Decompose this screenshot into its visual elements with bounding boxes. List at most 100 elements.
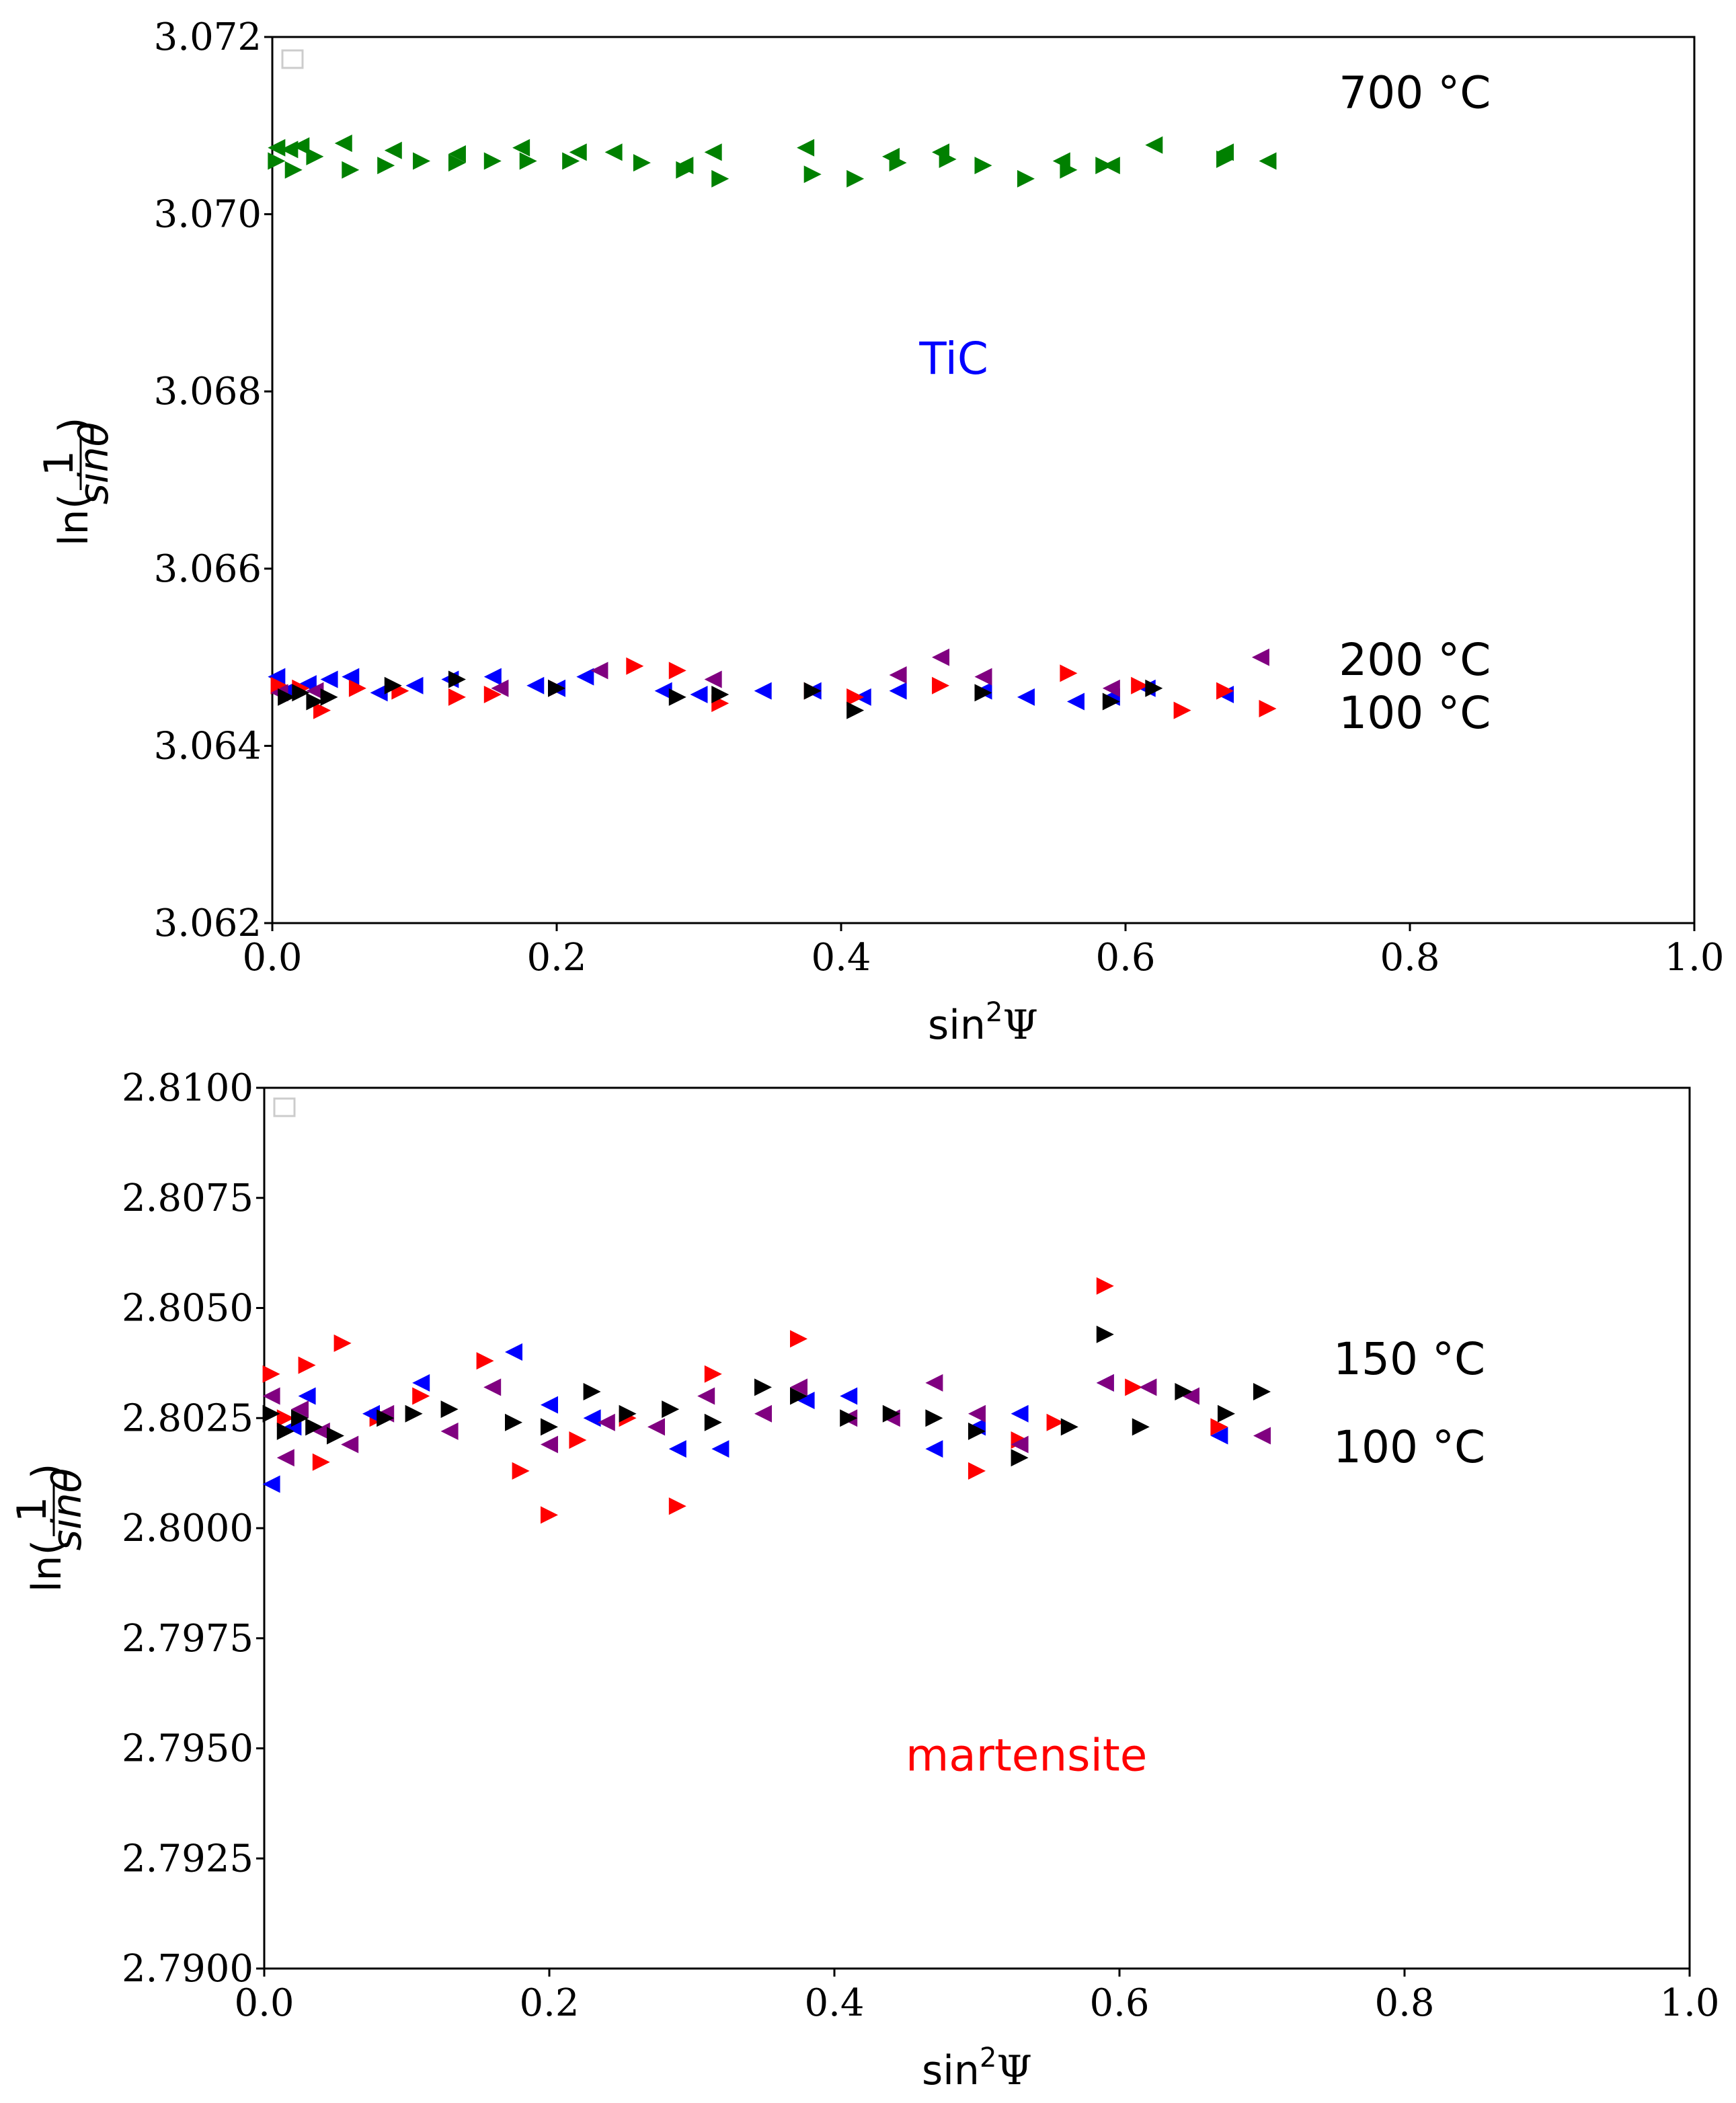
- tic-point-s1-13: [803, 165, 822, 184]
- martensite-point-s0-6: [412, 1387, 430, 1405]
- svg-text:ln(: ln(: [50, 493, 97, 546]
- tic-point-s0-7: [569, 143, 587, 161]
- tic-point-s3-14: [1060, 664, 1078, 682]
- martensite-point-s3-24: [1175, 1382, 1193, 1400]
- tic-point-s0-18: [1259, 152, 1277, 170]
- martensite-point-s3-21: [1060, 1418, 1078, 1436]
- tic-point-s1-18: [1017, 169, 1035, 188]
- martensite-point-s0-8: [512, 1462, 530, 1480]
- martensite-point-s0-15: [968, 1462, 986, 1480]
- tic-point-s2-3: [320, 670, 338, 688]
- martensite-point-s0-12: [668, 1497, 686, 1515]
- martensite-annotation-0: 150 °C: [1333, 1333, 1485, 1385]
- martensite-point-s3-9: [541, 1418, 558, 1436]
- tic-point-s1-20: [1095, 157, 1113, 175]
- tic-point-s3-12: [846, 688, 865, 706]
- martensite-point-s0-9: [541, 1506, 558, 1524]
- tic-point-s1-1: [284, 161, 303, 179]
- martensite-point-s3-3: [305, 1418, 323, 1436]
- martensite-point-s3-12: [662, 1400, 680, 1419]
- tic-point-s1-3: [342, 161, 360, 179]
- martensite-point-s1-12: [925, 1440, 943, 1458]
- tic-point-s5-8: [711, 685, 729, 703]
- tic-point-s1-9: [562, 152, 580, 170]
- tic-point-s2-13: [690, 685, 708, 703]
- martensite-point-s3-11: [619, 1404, 637, 1423]
- martensite-point-s3-1: [276, 1422, 294, 1440]
- martensite-plot-frame: [263, 1086, 1691, 1970]
- tic-point-s1-12: [711, 169, 729, 188]
- tic-x-tick-label-2: 0.4: [811, 936, 871, 980]
- tic-point-s3-9: [668, 662, 686, 680]
- svg-text:1: 1: [9, 1497, 56, 1522]
- tic-annotation-2: 200 °C: [1339, 634, 1491, 686]
- martensite-x-tick-label-0: 0.0: [234, 1981, 294, 2025]
- tic-point-s2-20: [1066, 692, 1084, 711]
- martensite-x-tick-label-1: 0.2: [519, 1981, 579, 2025]
- martensite-x-tick-label-3: 0.6: [1089, 1981, 1149, 2025]
- martensite-point-s3-14: [754, 1378, 772, 1396]
- martensite-point-s1-7: [583, 1409, 601, 1427]
- tic-point-s5-9: [803, 682, 822, 700]
- martensite-y-tick-label-6: 2.8050: [122, 1287, 253, 1331]
- tic-y-tick-label-2: 3.066: [154, 547, 262, 591]
- martensite-point-s1-3: [362, 1404, 380, 1423]
- tic-point-s5-3: [320, 688, 338, 706]
- martensite-point-s2-17: [968, 1404, 986, 1423]
- martensite-y-tick-label-0: 2.7900: [122, 1947, 253, 1991]
- tic-point-s4-1: [306, 682, 324, 700]
- martensite-point-s3-22: [1096, 1325, 1114, 1343]
- tic-point-s5-10: [846, 701, 865, 719]
- martensite-point-s1-14: [1011, 1404, 1029, 1423]
- tic-point-s3-3: [348, 679, 366, 697]
- martensite-point-s1-9: [711, 1440, 729, 1458]
- martensite-point-s1-8: [668, 1440, 686, 1458]
- tic-point-s0-8: [604, 143, 623, 161]
- martensite-y-tick-label-4: 2.8000: [122, 1507, 253, 1550]
- martensite-point-s0-18: [1096, 1277, 1114, 1295]
- tic-point-s4-8: [1102, 679, 1120, 697]
- martensite-point-s1-5: [505, 1343, 522, 1361]
- martensite-point-s2-19: [1096, 1374, 1114, 1392]
- martensite-legend-box: [273, 1097, 296, 1117]
- martensite-point-s0-4: [333, 1334, 352, 1352]
- martensite-point-s0-19: [1125, 1378, 1143, 1396]
- tic-point-s4-7: [974, 668, 992, 686]
- tic-point-s3-8: [626, 657, 644, 675]
- martensite-point-s3-5: [377, 1409, 395, 1427]
- martensite-y-tick-label-7: 2.8075: [122, 1177, 253, 1220]
- martensite-point-s0-3: [312, 1453, 330, 1471]
- martensite-point-s3-20: [1011, 1449, 1029, 1467]
- martensite-point-s1-6: [541, 1396, 558, 1414]
- martensite-point-s3-6: [405, 1404, 423, 1423]
- tic-point-s5-7: [668, 688, 686, 706]
- tic-x-tick-label-3: 0.6: [1095, 936, 1155, 980]
- martensite-point-s2-1: [276, 1449, 294, 1467]
- tic-point-s1-4: [377, 157, 395, 175]
- tic-point-s3-16: [1173, 701, 1191, 719]
- tic-points: [268, 134, 1277, 719]
- martensite-point-s1-2: [298, 1387, 316, 1405]
- martensite-point-s3-13: [704, 1413, 722, 1431]
- martensite-y-tick-label-8: 2.8100: [122, 1066, 253, 1110]
- martensite-y-tick-label-5: 2.8025: [122, 1396, 253, 1440]
- tic-x-tick-label-5: 1.0: [1664, 936, 1724, 980]
- tic-plot-frame: [271, 36, 1696, 924]
- martensite-point-s2-11: [697, 1387, 715, 1405]
- tic-point-s5-6: [548, 679, 565, 697]
- martensite-chart: 2.7900 2.7925 2.7950 2.7975 2.8000 2.8025 2.80…: [9, 1066, 1720, 2094]
- svg-text:ln(: ln(: [24, 1540, 71, 1592]
- martensite-y-tick-label-3: 2.7975: [122, 1617, 253, 1661]
- tic-point-s2-9: [526, 676, 545, 695]
- tic-chart: 3.062 3.064 3.066 3.068 3.070 3.072 0.0 0.2 0.4…: [36, 15, 1725, 1049]
- tic-point-s2-8: [483, 668, 502, 686]
- tic-point-s3-18: [1259, 700, 1277, 718]
- martensite-point-s2-20: [1139, 1378, 1157, 1396]
- martensite-point-s0-20: [1210, 1418, 1228, 1436]
- tic-point-s0-16: [1145, 136, 1163, 154]
- tic-point-s0-5: [448, 145, 466, 163]
- martensite-annotations: 150 °C 100 °C martensite: [906, 1333, 1485, 1782]
- martensite-point-s1-0: [262, 1475, 280, 1493]
- tic-y-tick-label-3: 3.068: [154, 370, 262, 413]
